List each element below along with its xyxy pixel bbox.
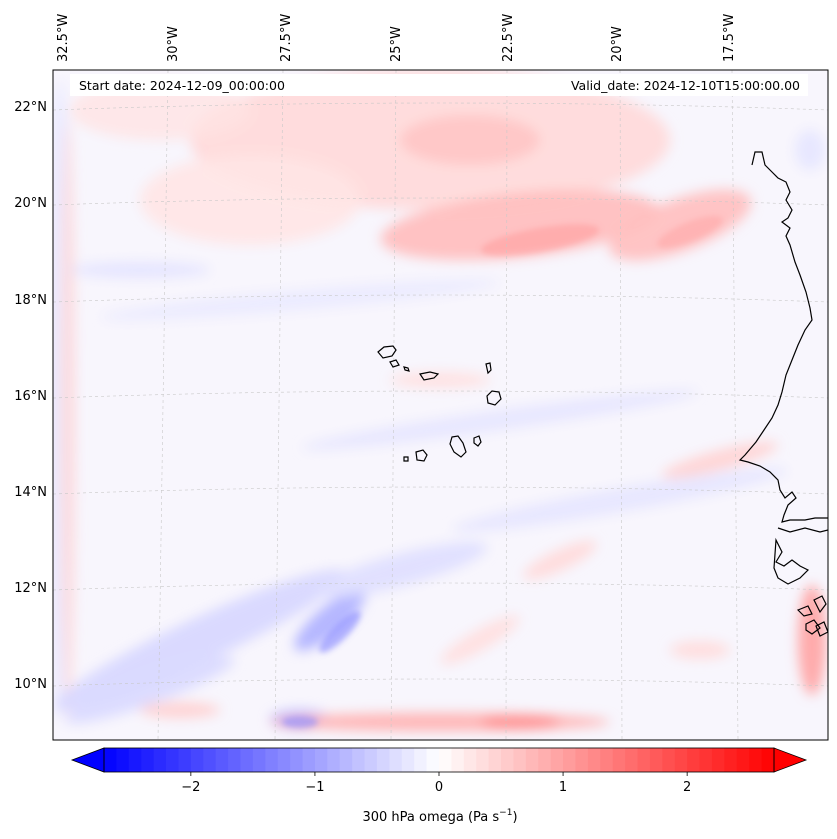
colorbar-step: [662, 748, 676, 772]
colorbar-step: [314, 748, 328, 772]
valid-date-label: Valid_date: 2024-12-10T15:00:00.00: [571, 78, 800, 93]
colorbar-tick-label: 0: [435, 780, 443, 795]
colorbar-step: [674, 748, 688, 772]
colorbar-step: [190, 748, 204, 772]
colorbar-step: [699, 748, 713, 772]
start-date-label: Start date: 2024-12-09_00:00:00: [79, 78, 285, 93]
colorbar-step: [153, 748, 167, 772]
lon-label: 30°W: [166, 26, 181, 62]
colorbar-label-main: 300 hPa omega (Pa s: [362, 810, 499, 825]
colorbar-step: [538, 748, 552, 772]
colorbar-gradient: [104, 748, 775, 772]
colorbar-step: [215, 748, 229, 772]
colorbar-tick-label: 1: [559, 780, 567, 795]
colorbar-step: [463, 748, 477, 772]
colorbar-step: [501, 748, 515, 772]
header-strip: [70, 74, 808, 96]
colorbar-step: [339, 748, 353, 772]
colorbar-step: [166, 748, 180, 772]
colorbar: −2 −1 0 1 2 300 hPa omega (Pa s−1): [70, 747, 808, 825]
colorbar-step: [116, 748, 130, 772]
colorbar-step: [587, 748, 601, 772]
colorbar-step: [414, 748, 428, 772]
map-frame: [52, 69, 829, 741]
colorbar-step: [376, 748, 390, 772]
colorbar-step: [649, 748, 663, 772]
graticule: [53, 70, 828, 740]
colorbar-step: [488, 748, 502, 772]
colorbar-label: 300 hPa omega (Pa s−1): [362, 808, 517, 825]
colorbar-step: [476, 748, 490, 772]
colorbar-step: [525, 748, 539, 772]
longitude-labels: 32.5°W 30°W 27.5°W 25°W 22.5°W 20°W 17.5…: [56, 14, 737, 62]
colorbar-step: [178, 748, 192, 772]
colorbar-step: [439, 748, 453, 772]
colorbar-step: [240, 748, 254, 772]
colorbar-step: [352, 748, 366, 772]
colorbar-step: [749, 748, 763, 772]
lat-label: 22°N: [14, 100, 47, 115]
colorbar-step: [401, 748, 415, 772]
lon-label: 32.5°W: [56, 14, 71, 62]
lat-label: 10°N: [14, 677, 47, 692]
colorbar-tick-label: −1: [305, 780, 324, 795]
lat-label: 14°N: [14, 485, 47, 500]
colorbar-step: [600, 748, 614, 772]
colorbar-extend-min: [70, 747, 105, 773]
colorbar-step: [637, 748, 651, 772]
latitude-labels: 22°N 20°N 18°N 16°N 14°N 12°N 10°N: [14, 100, 47, 692]
colorbar-step: [761, 748, 775, 772]
colorbar-step: [277, 748, 291, 772]
colorbar-step: [736, 748, 750, 772]
lon-label: 17.5°W: [722, 14, 737, 62]
colorbar-label-close: ): [512, 810, 517, 825]
lat-label: 12°N: [14, 581, 47, 596]
lat-label: 20°N: [14, 196, 47, 211]
colorbar-step: [612, 748, 626, 772]
colorbar-step: [290, 748, 304, 772]
colorbar-step: [141, 748, 155, 772]
lat-label: 16°N: [14, 389, 47, 404]
coastline: [738, 151, 828, 637]
colorbar-step: [228, 748, 242, 772]
colorbar-step: [389, 748, 403, 772]
colorbar-tick-label: −2: [181, 780, 200, 795]
colorbar-step: [128, 748, 142, 772]
colorbar-step: [426, 748, 440, 772]
colorbar-step: [302, 748, 316, 772]
colorbar-step: [563, 748, 577, 772]
colorbar-step: [575, 748, 589, 772]
cape-verde-islands: [377, 345, 502, 462]
colorbar-step: [104, 748, 118, 772]
lon-label: 25°W: [389, 26, 404, 62]
colorbar-step: [711, 748, 725, 772]
colorbar-step: [513, 748, 527, 772]
lat-label: 18°N: [14, 293, 47, 308]
colorbar-step: [364, 748, 378, 772]
colorbar-label-exp: −1: [499, 808, 512, 818]
colorbar-step: [625, 748, 639, 772]
colorbar-ticks: −2 −1 0 1 2: [181, 772, 691, 795]
lon-label: 20°W: [610, 26, 625, 62]
lon-label: 27.5°W: [279, 14, 294, 62]
colorbar-step: [724, 748, 738, 772]
omega-field: [53, 70, 828, 740]
colorbar-step: [203, 748, 217, 772]
colorbar-tick-label: 2: [683, 780, 691, 795]
colorbar-step: [687, 748, 701, 772]
lon-label: 22.5°W: [501, 14, 516, 62]
colorbar-extend-max: [773, 747, 808, 773]
colorbar-step: [327, 748, 341, 772]
colorbar-step: [252, 748, 266, 772]
colorbar-step: [451, 748, 465, 772]
colorbar-step: [550, 748, 564, 772]
colorbar-step: [265, 748, 279, 772]
